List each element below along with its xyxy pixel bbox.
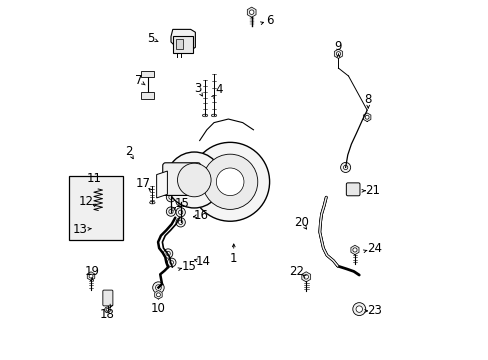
Circle shape: [350, 185, 352, 188]
Circle shape: [167, 258, 176, 267]
Text: 9: 9: [334, 40, 342, 53]
Bar: [175, 39, 183, 49]
FancyBboxPatch shape: [102, 290, 113, 306]
Circle shape: [157, 189, 163, 195]
Polygon shape: [156, 171, 167, 198]
FancyBboxPatch shape: [196, 173, 260, 202]
Circle shape: [190, 142, 269, 221]
Bar: [141, 92, 154, 99]
Circle shape: [159, 177, 162, 180]
Circle shape: [176, 39, 179, 41]
Circle shape: [169, 261, 173, 264]
Circle shape: [163, 249, 172, 258]
Circle shape: [159, 190, 162, 193]
Circle shape: [185, 33, 191, 39]
Circle shape: [99, 216, 104, 222]
Circle shape: [176, 218, 185, 227]
Text: 24: 24: [366, 242, 381, 255]
Circle shape: [93, 180, 102, 189]
Circle shape: [343, 165, 347, 170]
Circle shape: [106, 309, 109, 311]
Circle shape: [155, 285, 161, 291]
Circle shape: [202, 154, 257, 210]
Circle shape: [187, 35, 190, 37]
Circle shape: [104, 307, 110, 313]
Circle shape: [216, 168, 244, 195]
Text: 13: 13: [73, 223, 87, 236]
Text: 2: 2: [125, 145, 133, 158]
Text: 1: 1: [229, 252, 237, 265]
Circle shape: [152, 282, 164, 293]
Circle shape: [174, 37, 180, 43]
Circle shape: [157, 175, 163, 181]
FancyBboxPatch shape: [163, 163, 201, 195]
Circle shape: [96, 213, 107, 225]
Circle shape: [178, 199, 183, 204]
Circle shape: [89, 274, 93, 278]
Text: 16: 16: [194, 209, 208, 222]
Ellipse shape: [149, 201, 155, 204]
Polygon shape: [247, 7, 256, 17]
Circle shape: [349, 184, 354, 189]
Polygon shape: [350, 245, 358, 255]
Circle shape: [340, 162, 350, 172]
Polygon shape: [363, 113, 370, 122]
Text: 11: 11: [87, 172, 102, 185]
Text: 18: 18: [100, 308, 115, 321]
Text: 8: 8: [364, 93, 371, 106]
Text: 12: 12: [79, 195, 93, 208]
Circle shape: [177, 163, 211, 197]
Text: 15: 15: [174, 197, 189, 210]
Ellipse shape: [202, 114, 207, 117]
Polygon shape: [334, 49, 342, 58]
Circle shape: [176, 208, 185, 217]
Bar: [69, 176, 122, 240]
Bar: [172, 36, 192, 53]
Text: 3: 3: [194, 82, 201, 95]
Text: 14: 14: [195, 255, 210, 268]
Ellipse shape: [211, 114, 216, 117]
Circle shape: [304, 275, 308, 279]
FancyBboxPatch shape: [346, 183, 359, 196]
Circle shape: [166, 207, 175, 216]
Circle shape: [96, 182, 100, 186]
Text: 19: 19: [84, 265, 100, 278]
Text: 22: 22: [288, 265, 304, 278]
Circle shape: [166, 193, 175, 202]
Text: 21: 21: [365, 184, 380, 197]
Circle shape: [168, 195, 173, 199]
Circle shape: [168, 210, 173, 214]
Circle shape: [178, 220, 183, 225]
Circle shape: [165, 251, 170, 256]
Circle shape: [355, 306, 362, 312]
Circle shape: [352, 303, 365, 316]
Circle shape: [156, 293, 160, 297]
Text: 5: 5: [146, 32, 154, 45]
Text: 6: 6: [265, 14, 273, 27]
Text: 7: 7: [135, 74, 142, 87]
Circle shape: [336, 52, 340, 56]
Bar: [141, 71, 154, 77]
Text: 23: 23: [366, 305, 381, 318]
Circle shape: [176, 197, 185, 206]
Circle shape: [249, 10, 253, 14]
Polygon shape: [154, 291, 162, 299]
Circle shape: [178, 210, 183, 215]
Text: 15: 15: [181, 260, 196, 273]
Text: 10: 10: [150, 302, 165, 315]
Circle shape: [365, 115, 368, 119]
Text: 17: 17: [136, 177, 151, 190]
Polygon shape: [87, 272, 95, 280]
Polygon shape: [171, 30, 195, 51]
Polygon shape: [301, 272, 310, 282]
Text: 4: 4: [215, 83, 223, 96]
Text: 20: 20: [293, 216, 308, 229]
Circle shape: [352, 248, 356, 252]
Circle shape: [166, 152, 222, 208]
